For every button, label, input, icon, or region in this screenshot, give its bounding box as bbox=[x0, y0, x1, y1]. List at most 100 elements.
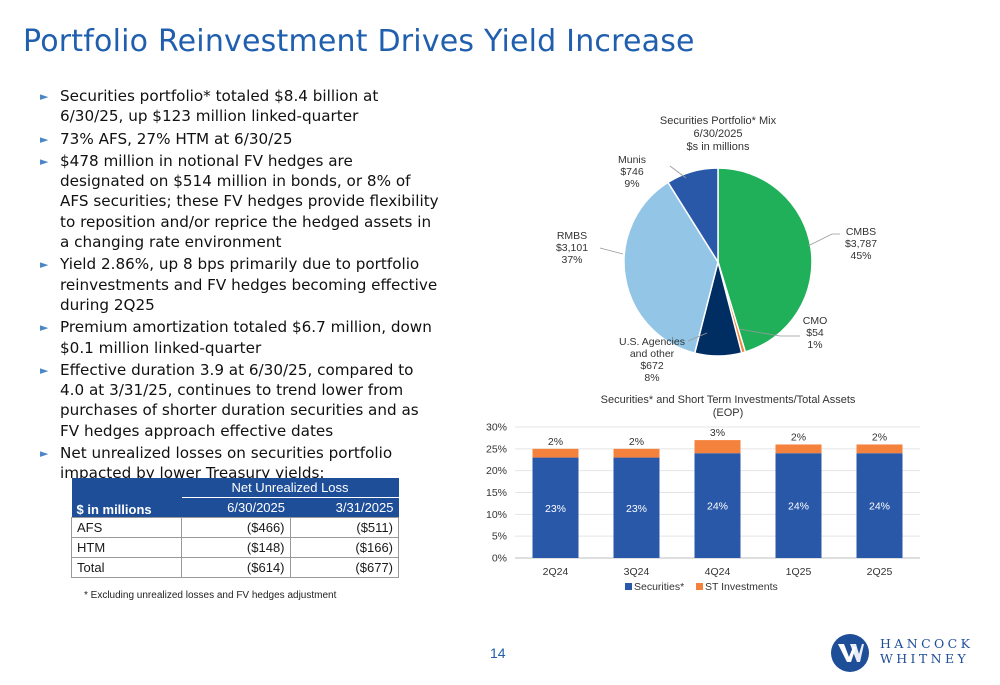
bar-data-label: 2% bbox=[629, 436, 644, 448]
page-number: 14 bbox=[490, 645, 506, 661]
table-row: HTM ($148) ($166) bbox=[71, 537, 399, 558]
bar-st-investments bbox=[613, 448, 660, 458]
triangle-bullet-icon: ► bbox=[40, 258, 49, 272]
pie-label-value: $3,787 bbox=[845, 238, 877, 250]
page-title: Portfolio Reinvestment Drives Yield Incr… bbox=[23, 24, 695, 59]
pie-slice-munis bbox=[666, 167, 719, 265]
table-cell: ($511) bbox=[289, 517, 399, 538]
bullet-list: ► Securities portfolio* totaled $8.4 bill… bbox=[40, 86, 440, 486]
y-tick-label: 25% bbox=[486, 443, 507, 455]
bullet-text: Securities portfolio* totaled $8.4 billi… bbox=[60, 87, 379, 126]
y-tick-label: 20% bbox=[486, 465, 507, 477]
pie-label-value: $3,101 bbox=[556, 242, 588, 254]
x-tick-label: 2Q24 bbox=[543, 566, 569, 578]
table-row: AFS ($466) ($511) bbox=[71, 517, 399, 538]
pie-label-pct: 9% bbox=[624, 178, 639, 190]
bullet-text: Yield 2.86%, up 8 bps primarily due to p… bbox=[60, 255, 438, 314]
table-cell-label: AFS bbox=[71, 517, 182, 538]
pie-label-name: Munis bbox=[618, 154, 646, 166]
bullet-item: ► Premium amortization totaled $6.7 milli… bbox=[40, 317, 440, 358]
bar-securities bbox=[532, 457, 579, 558]
bar-securities bbox=[613, 457, 660, 558]
bullet-item: ► Net unrealized losses on securities por… bbox=[40, 443, 440, 484]
bar-data-label: 2% bbox=[548, 436, 563, 448]
triangle-bullet-icon: ► bbox=[40, 132, 49, 146]
bullet-text: Effective duration 3.9 at 6/30/25, compa… bbox=[60, 360, 419, 440]
bullet-item: ► Yield 2.86%, up 8 bps primarily due to … bbox=[40, 254, 440, 315]
table-cell: ($148) bbox=[181, 537, 291, 558]
pie-label-pct: 1% bbox=[807, 339, 822, 351]
y-tick-label: 10% bbox=[486, 509, 507, 521]
bar-data-label: 2% bbox=[791, 431, 806, 443]
pie-title-line: 6/30/2025 bbox=[694, 128, 743, 140]
legend-swatch-st-investments bbox=[696, 583, 703, 590]
bar-securities bbox=[856, 453, 903, 558]
bullet-text: Premium amortization totaled $6.7 millio… bbox=[60, 318, 432, 357]
pie-title-line: $s in millions bbox=[687, 141, 750, 153]
bar-data-label: 2% bbox=[872, 431, 887, 443]
bar-title-line: Securities* and Short Term Investments/T… bbox=[601, 394, 856, 406]
pie-label-name: U.S. Agencies bbox=[619, 336, 685, 348]
hancock-whitney-logo-icon bbox=[831, 634, 869, 672]
bar-st-investments bbox=[775, 444, 822, 454]
table-cell: ($466) bbox=[181, 517, 291, 538]
bar-data-label: 23% bbox=[545, 503, 566, 515]
pie-label-pct: 45% bbox=[850, 250, 871, 262]
bar-data-label: 23% bbox=[626, 503, 647, 515]
x-tick-label: 1Q25 bbox=[786, 566, 812, 578]
bullet-text: 73% AFS, 27% HTM at 6/30/25 bbox=[60, 129, 293, 148]
pie-label-value: $54 bbox=[806, 327, 824, 339]
pie-label-name: CMBS bbox=[846, 226, 876, 238]
table-column-header: 3/31/2025 bbox=[290, 497, 399, 518]
logo-line: HANCOCK bbox=[880, 636, 974, 651]
bullet-item: ► Effective duration 3.9 at 6/30/25, comp… bbox=[40, 360, 440, 441]
pie-label-name: RMBS bbox=[557, 230, 587, 242]
bullet-text: Net unrealized losses on securities port… bbox=[60, 444, 393, 483]
triangle-bullet-icon: ► bbox=[40, 363, 49, 377]
y-tick-label: 30% bbox=[486, 422, 507, 434]
table-cell-label: HTM bbox=[71, 537, 182, 558]
pie-label-value: $746 bbox=[620, 166, 644, 178]
triangle-bullet-icon: ► bbox=[40, 321, 49, 335]
pie-title-line: Securities Portfolio* Mix bbox=[660, 115, 777, 127]
pie-label-pct: 8% bbox=[644, 372, 659, 384]
pie-label-name: and other bbox=[630, 348, 675, 360]
securities-assets-bar-chart: Securities* and Short Term Investments/T… bbox=[486, 394, 920, 593]
pie-label-value: $672 bbox=[640, 360, 664, 372]
pie-slice-cmbs bbox=[717, 167, 813, 353]
y-tick-label: 0% bbox=[492, 553, 507, 565]
x-tick-label: 4Q24 bbox=[705, 566, 731, 578]
bullet-item: ► $478 million in notional FV hedges are … bbox=[40, 151, 440, 252]
logo-wordmark: HANCOCK WHITNEY bbox=[880, 636, 974, 666]
table-cell: ($614) bbox=[181, 557, 291, 578]
securities-mix-pie-chart: Securities Portfolio* Mix 6/30/2025 $s i… bbox=[556, 115, 877, 384]
bar-st-investments bbox=[856, 444, 903, 454]
pie-label-name: CMO bbox=[803, 315, 828, 327]
triangle-bullet-icon: ► bbox=[40, 90, 49, 103]
triangle-bullet-icon: ► bbox=[40, 154, 49, 168]
legend-swatch-securities bbox=[625, 583, 632, 590]
table-row: Total ($614) ($677) bbox=[71, 557, 399, 578]
bar-st-investments bbox=[532, 448, 579, 458]
pie-label-pct: 37% bbox=[561, 254, 582, 266]
bar-st-investments bbox=[694, 440, 741, 454]
bullet-item: ► Securities portfolio* totaled $8.4 bill… bbox=[40, 86, 440, 127]
table-cell: ($166) bbox=[289, 537, 399, 558]
bar-data-label: 3% bbox=[710, 427, 725, 439]
logo-line: WHITNEY bbox=[880, 650, 970, 666]
table-group-header: Net Unrealized Loss bbox=[181, 478, 399, 498]
bar-data-label: 24% bbox=[788, 501, 809, 513]
bullet-item: ► 73% AFS, 27% HTM at 6/30/25 bbox=[40, 129, 440, 149]
footnote: * Excluding unrealized losses and FV hed… bbox=[84, 590, 337, 601]
table-row-header: $ in millions bbox=[71, 478, 182, 518]
triangle-bullet-icon: ► bbox=[40, 447, 49, 461]
x-tick-label: 3Q24 bbox=[624, 566, 650, 578]
bar-data-label: 24% bbox=[869, 501, 890, 513]
table-column-header: 6/30/2025 bbox=[181, 497, 290, 518]
legend-label: Securities* bbox=[634, 581, 684, 593]
bar-securities bbox=[694, 453, 741, 558]
bar-title-line: (EOP) bbox=[713, 407, 744, 419]
bullet-text: $478 million in notional FV hedges are d… bbox=[60, 151, 439, 252]
table-cell: ($677) bbox=[289, 557, 399, 578]
y-tick-label: 5% bbox=[492, 531, 507, 543]
